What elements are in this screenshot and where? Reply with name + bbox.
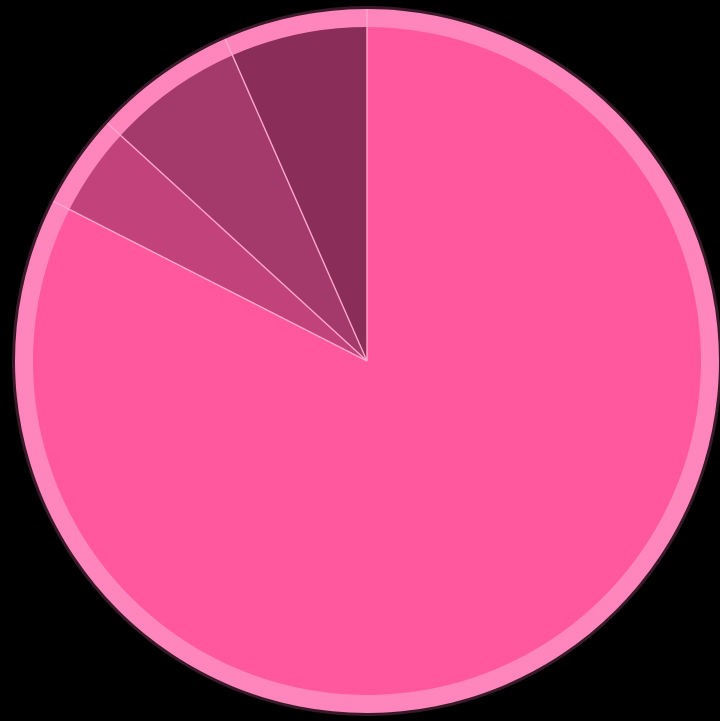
- pie-slice-4: [232, 27, 367, 361]
- pie-slice-3: [120, 55, 367, 362]
- slice-separator-3: [106, 122, 368, 362]
- pie-slice-2: [69, 135, 368, 361]
- slice-separator-2: [53, 200, 368, 362]
- slice-separator-4: [224, 38, 368, 362]
- slice-separators: [53, 9, 368, 362]
